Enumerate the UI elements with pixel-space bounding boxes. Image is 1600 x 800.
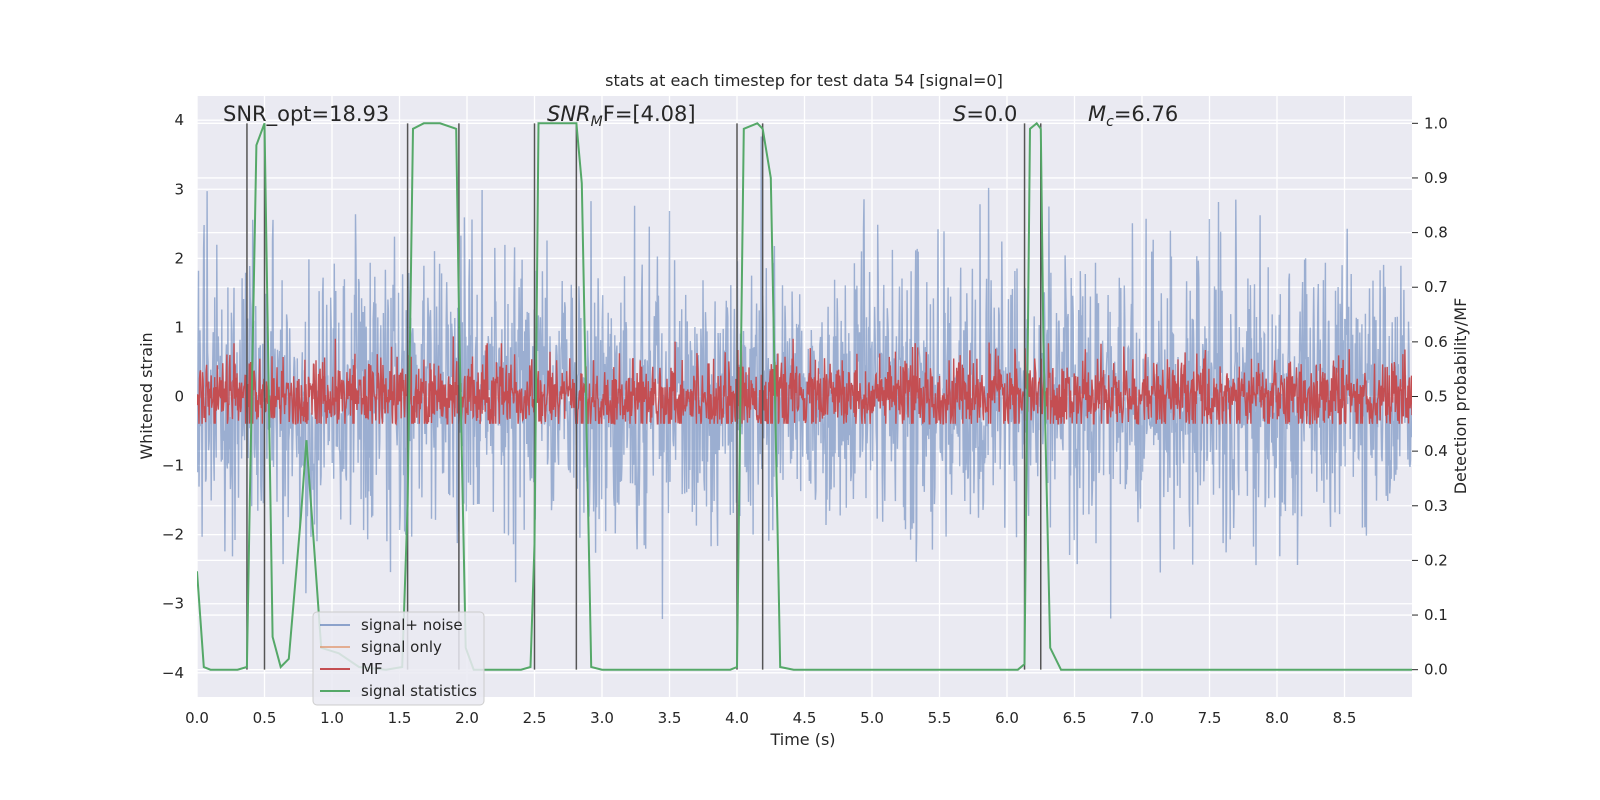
y-tick-label-7: 3 [174, 180, 184, 198]
snr-mf-suffix: F=[4.08] [603, 102, 696, 126]
annotation-s: S=0.0 [953, 102, 1017, 126]
y-tick-label-4: 0 [174, 388, 184, 406]
legend-label-signal-statistics: signal statistics [361, 682, 477, 700]
x-axis-ticks: 0.0 0.5 1.0 1.5 2.0 2.5 3.0 3.5 4.0 4.5 5.0 5.5 6.0 6… [185, 709, 1356, 727]
mc-symbol: M [1088, 102, 1106, 126]
annotation-snr-opt: SNR_opt=18.93 [223, 102, 389, 127]
vertical-markers [246, 123, 1042, 670]
x-tick-label-17: 8.5 [1333, 709, 1357, 727]
y-axis-ticks: −4 −3 −2 −1 0 1 2 3 4 [162, 111, 184, 682]
x-tick-label-11: 5.5 [928, 709, 952, 727]
x-axis-label: Time (s) [769, 730, 835, 749]
x-tick-label-0: 0.0 [185, 709, 209, 727]
x-tick-label-15: 7.5 [1198, 709, 1222, 727]
y2-tick-label-5: 0.5 [1424, 388, 1448, 406]
y2-tick-label-8: 0.8 [1424, 224, 1448, 242]
y-tick-label-3: −1 [162, 457, 184, 475]
snr-mf-sub: M [591, 114, 603, 130]
signal-noise-line [197, 136, 1412, 620]
legend-label-signal-noise: signal+ noise [361, 616, 463, 634]
y2-tick-label-1: 0.1 [1424, 606, 1448, 624]
y2-tick-label-0: 0.0 [1424, 661, 1448, 679]
y2-axis-ticks: 0.0 0.1 0.2 0.3 0.4 0.5 0.6 0.7 0.8 0.9 1.0 [1412, 114, 1448, 679]
annotation-snr-mf: SNRMF=[4.08] [547, 102, 696, 130]
x-tick-label-12: 6.0 [995, 709, 1019, 727]
y2-tick-label-2: 0.2 [1424, 551, 1448, 569]
x-tick-label-5: 2.5 [523, 709, 547, 727]
annotation-mc: Mc=6.76 [1088, 102, 1178, 130]
chart-title: stats at each timestep for test data 54 … [605, 71, 1003, 90]
x-tick-label-13: 6.5 [1063, 709, 1087, 727]
mc-sub: c [1106, 114, 1114, 130]
x-tick-label-9: 4.5 [793, 709, 817, 727]
legend: signal+ noise signal only MF signal stat… [312, 611, 485, 706]
y-tick-label-1: −3 [162, 595, 184, 613]
y2-tick-label-3: 0.3 [1424, 497, 1448, 515]
x-tick-label-8: 4.0 [725, 709, 749, 727]
y-tick-label-5: 1 [174, 318, 184, 336]
legend-label-signal-only: signal only [361, 638, 442, 656]
mc-value: =6.76 [1114, 102, 1178, 126]
y-tick-label-2: −2 [162, 526, 184, 544]
legend-label-mf: MF [361, 660, 383, 678]
s-symbol: S [953, 102, 966, 126]
y2-tick-label-10: 1.0 [1424, 114, 1448, 132]
s-value: =0.0 [966, 102, 1017, 126]
y-axis-label: Whitened strain [137, 332, 156, 459]
y2-axis-label: Detection probability/MF [1451, 298, 1470, 495]
x-tick-label-2: 1.0 [320, 709, 344, 727]
mf-line [197, 336, 1412, 426]
y2-tick-label-4: 0.4 [1424, 442, 1448, 460]
x-tick-label-4: 2.0 [455, 709, 479, 727]
y2-tick-label-6: 0.6 [1424, 333, 1448, 351]
x-tick-label-6: 3.0 [590, 709, 614, 727]
x-tick-label-7: 3.5 [658, 709, 682, 727]
x-tick-label-14: 7.0 [1130, 709, 1154, 727]
x-tick-label-16: 8.0 [1265, 709, 1289, 727]
x-tick-label-1: 0.5 [253, 709, 277, 727]
y-tick-label-8: 4 [174, 111, 184, 129]
y-tick-label-0: −4 [162, 664, 184, 682]
y-tick-label-6: 2 [174, 249, 184, 267]
y2-tick-label-9: 0.9 [1424, 169, 1448, 187]
x-tick-label-3: 1.5 [388, 709, 412, 727]
snr-mf-prefix: SNR [547, 102, 591, 126]
legend-box [312, 611, 485, 706]
y2-tick-label-7: 0.7 [1424, 278, 1448, 296]
x-tick-label-10: 5.0 [860, 709, 884, 727]
